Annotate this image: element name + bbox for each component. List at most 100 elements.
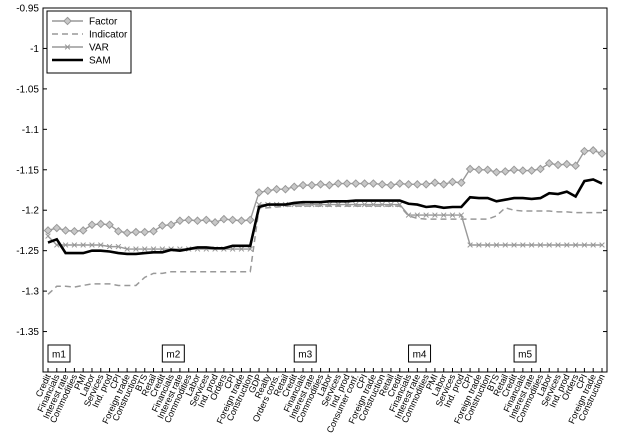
factor-point <box>61 226 70 235</box>
factor-point <box>52 223 62 233</box>
factor-point <box>492 167 501 177</box>
factor-point <box>193 216 202 226</box>
y-tick-label: -1.35 <box>16 327 39 338</box>
block-label-text: m5 <box>518 350 532 361</box>
plot-frame <box>42 7 608 373</box>
y-axis: -0.95 -1 -1.05 -1.1 -1.15 -1.2 -1.25 -1.3 -1.35 <box>16 4 607 338</box>
factor-point <box>351 179 361 188</box>
block-label: m1 <box>47 344 71 363</box>
var-point <box>98 242 104 248</box>
var-point <box>106 243 113 250</box>
var-point <box>124 246 130 252</box>
block-label-text: m3 <box>298 350 312 361</box>
series-line-var <box>47 203 602 250</box>
factor-point <box>342 179 352 188</box>
legend-label: VAR <box>89 43 109 54</box>
y-tick-label: -1.25 <box>16 246 39 257</box>
y-tick-label: -1.05 <box>16 84 39 95</box>
var-point <box>344 201 350 208</box>
var-point <box>141 246 148 252</box>
factor-point <box>149 226 158 236</box>
series-line-factor <box>47 149 603 234</box>
var-point <box>520 242 526 248</box>
factor-point <box>228 215 237 225</box>
factor-point <box>87 220 97 230</box>
factor-point <box>70 226 79 236</box>
var-point <box>449 212 456 218</box>
factor-point <box>377 180 387 189</box>
legend-entry: VAR <box>52 43 109 54</box>
var-point <box>599 242 605 248</box>
var-point <box>493 242 500 248</box>
block-label-box <box>47 344 71 363</box>
var-point <box>581 242 588 248</box>
var-point <box>555 242 561 248</box>
factor-point <box>131 227 141 237</box>
factor-point <box>536 164 545 174</box>
y-tick-label: -1.1 <box>22 125 40 136</box>
y-tick-label: -1.15 <box>16 165 39 176</box>
factor-point <box>430 178 440 188</box>
var-point <box>405 212 412 218</box>
factor-point <box>158 221 167 230</box>
factor-point <box>553 160 563 170</box>
series-sam <box>47 178 603 256</box>
factor-point <box>404 180 413 189</box>
factor-point <box>78 226 88 235</box>
var-point <box>484 242 491 248</box>
block-label: m4 <box>408 344 432 363</box>
var-point <box>80 242 86 248</box>
legend-marker <box>64 44 71 50</box>
factor-point <box>245 215 255 225</box>
var-point <box>247 246 254 252</box>
y-tick-label: -1.2 <box>22 206 40 217</box>
factor-point <box>289 182 299 192</box>
factor-point <box>281 184 290 194</box>
legend-entry: Indicator <box>52 30 128 41</box>
factor-point <box>237 216 246 226</box>
var-point <box>511 242 517 248</box>
var-point <box>396 201 403 208</box>
factor-point <box>465 164 475 174</box>
factor-point <box>571 161 580 171</box>
var-point <box>353 201 359 208</box>
var-point <box>133 246 139 252</box>
block-label: m3 <box>293 344 317 363</box>
factor-point <box>105 220 114 230</box>
factor-point <box>298 180 308 190</box>
block-labels: m1 m2 m3 m4 m5 <box>47 344 537 363</box>
series-factor <box>43 146 607 238</box>
factor-point <box>184 215 194 225</box>
var-point <box>502 242 509 248</box>
factor-point <box>166 220 176 230</box>
block-label-text: m2 <box>166 350 180 361</box>
factor-point <box>333 179 343 188</box>
block-label-box <box>293 344 317 363</box>
factor-point <box>325 180 334 190</box>
var-point <box>564 242 570 248</box>
factor-point <box>562 159 572 169</box>
factor-point <box>360 179 369 188</box>
var-point <box>238 246 245 252</box>
block-label: m2 <box>161 344 185 363</box>
var-point <box>458 212 465 218</box>
factor-point <box>509 165 519 175</box>
y-tick-label: -1 <box>30 44 39 55</box>
factor-point <box>500 167 510 176</box>
block-label-text: m4 <box>413 350 427 361</box>
var-point <box>388 201 394 208</box>
factor-point <box>527 166 536 175</box>
factor-point <box>316 180 325 189</box>
var-point <box>89 242 95 248</box>
var-point <box>45 233 51 239</box>
factor-point <box>263 186 273 196</box>
y-tick-label: -1.3 <box>22 287 40 298</box>
y-tick-label: -0.95 <box>16 4 39 15</box>
legend-label: Indicator <box>89 30 128 41</box>
factor-point <box>140 227 150 237</box>
legend-label: Factor <box>89 17 118 28</box>
var-point <box>379 201 385 208</box>
block-label-box <box>513 344 537 363</box>
